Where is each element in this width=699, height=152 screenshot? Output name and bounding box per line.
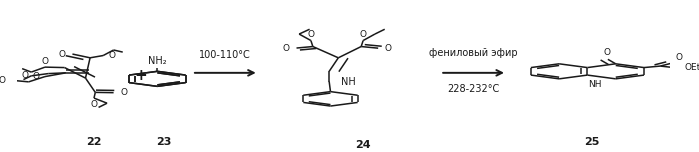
Text: 22: 22 [86,137,102,147]
Text: O: O [41,57,48,66]
Text: O: O [308,30,315,39]
Text: 23: 23 [156,137,171,147]
Text: 24: 24 [355,140,371,150]
Text: O: O [108,51,115,60]
Text: 228-232°C: 228-232°C [447,84,500,94]
Text: O: O [33,72,40,81]
Text: O: O [360,30,367,39]
Text: O: O [283,43,290,53]
Text: +: + [135,68,147,83]
Text: O: O [675,53,682,62]
Text: 25: 25 [584,137,600,147]
Text: O: O [384,44,391,53]
Text: NH: NH [341,77,356,86]
Text: NH₂: NH₂ [148,56,166,66]
Text: 100-110°C: 100-110°C [199,50,251,60]
Text: O: O [59,50,66,59]
Text: фениловый эфир: фениловый эфир [429,48,518,58]
Text: O: O [603,48,610,57]
Text: O: O [21,71,28,80]
Text: NH: NH [589,80,602,89]
Text: O: O [90,100,97,109]
Text: OEt: OEt [684,63,699,72]
Text: O: O [0,76,6,85]
Text: O: O [120,88,127,97]
